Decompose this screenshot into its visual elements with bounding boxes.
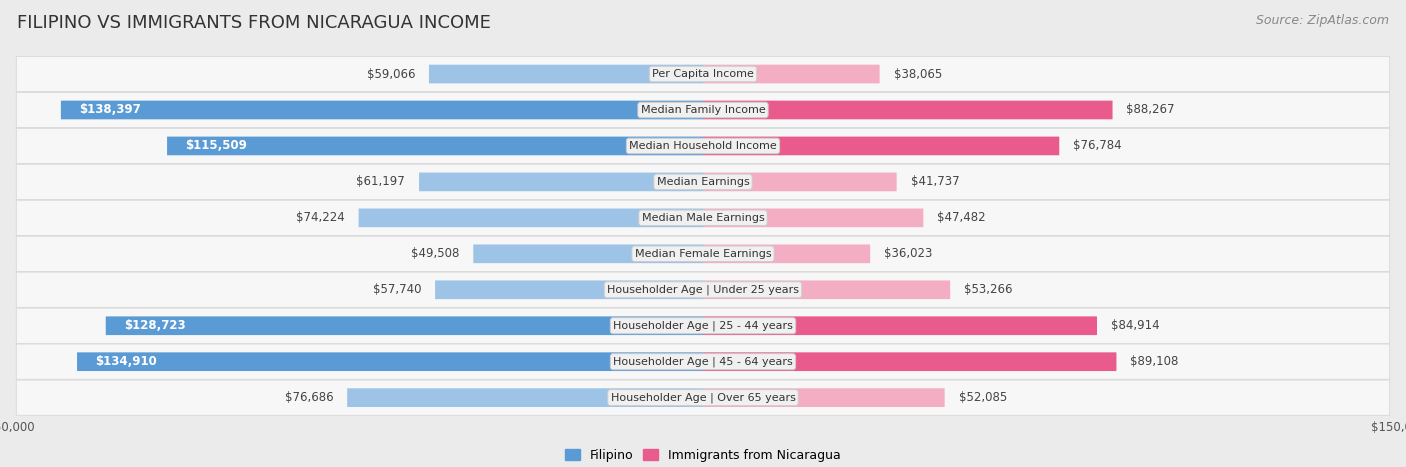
Text: FILIPINO VS IMMIGRANTS FROM NICARAGUA INCOME: FILIPINO VS IMMIGRANTS FROM NICARAGUA IN… [17,14,491,32]
FancyBboxPatch shape [77,352,703,371]
FancyBboxPatch shape [703,280,950,299]
Text: $74,224: $74,224 [295,212,344,224]
Text: $41,737: $41,737 [911,176,959,188]
Text: Median Female Earnings: Median Female Earnings [634,249,772,259]
FancyBboxPatch shape [429,64,703,84]
Text: $84,914: $84,914 [1111,319,1160,332]
Text: $53,266: $53,266 [965,283,1012,296]
Text: $89,108: $89,108 [1130,355,1178,368]
Text: $88,267: $88,267 [1126,104,1175,116]
FancyBboxPatch shape [703,388,945,407]
FancyBboxPatch shape [17,380,1389,415]
FancyBboxPatch shape [17,272,1389,307]
Text: Householder Age | 45 - 64 years: Householder Age | 45 - 64 years [613,356,793,367]
Text: $128,723: $128,723 [124,319,186,332]
Text: Median Family Income: Median Family Income [641,105,765,115]
FancyBboxPatch shape [17,200,1389,235]
Text: $59,066: $59,066 [367,68,415,80]
FancyBboxPatch shape [703,64,880,84]
Text: Source: ZipAtlas.com: Source: ZipAtlas.com [1256,14,1389,27]
Legend: Filipino, Immigrants from Nicaragua: Filipino, Immigrants from Nicaragua [560,444,846,467]
FancyBboxPatch shape [17,308,1389,343]
FancyBboxPatch shape [703,172,897,191]
FancyBboxPatch shape [60,100,703,120]
Text: $49,508: $49,508 [411,248,460,260]
FancyBboxPatch shape [17,57,1389,92]
Text: $138,397: $138,397 [79,104,141,116]
FancyBboxPatch shape [17,128,1389,163]
Text: $36,023: $36,023 [884,248,932,260]
Text: $57,740: $57,740 [373,283,422,296]
Text: Per Capita Income: Per Capita Income [652,69,754,79]
FancyBboxPatch shape [347,388,703,407]
Text: $52,085: $52,085 [959,391,1007,404]
Text: Householder Age | Under 25 years: Householder Age | Under 25 years [607,284,799,295]
Text: $76,686: $76,686 [284,391,333,404]
FancyBboxPatch shape [167,136,703,156]
FancyBboxPatch shape [703,244,870,263]
Text: Householder Age | Over 65 years: Householder Age | Over 65 years [610,392,796,403]
FancyBboxPatch shape [17,236,1389,271]
FancyBboxPatch shape [359,208,703,227]
Text: $115,509: $115,509 [186,140,247,152]
FancyBboxPatch shape [419,172,703,191]
Text: $76,784: $76,784 [1073,140,1122,152]
FancyBboxPatch shape [17,164,1389,199]
FancyBboxPatch shape [703,316,1097,335]
Text: $47,482: $47,482 [938,212,986,224]
FancyBboxPatch shape [703,100,1112,120]
Text: $61,197: $61,197 [356,176,405,188]
FancyBboxPatch shape [703,136,1059,156]
Text: Householder Age | 25 - 44 years: Householder Age | 25 - 44 years [613,320,793,331]
FancyBboxPatch shape [703,352,1116,371]
Text: Median Male Earnings: Median Male Earnings [641,213,765,223]
Text: Median Earnings: Median Earnings [657,177,749,187]
Text: Median Household Income: Median Household Income [628,141,778,151]
FancyBboxPatch shape [17,344,1389,379]
Text: $38,065: $38,065 [894,68,942,80]
FancyBboxPatch shape [474,244,703,263]
Text: $134,910: $134,910 [96,355,157,368]
FancyBboxPatch shape [434,280,703,299]
FancyBboxPatch shape [105,316,703,335]
FancyBboxPatch shape [17,92,1389,127]
FancyBboxPatch shape [703,208,924,227]
